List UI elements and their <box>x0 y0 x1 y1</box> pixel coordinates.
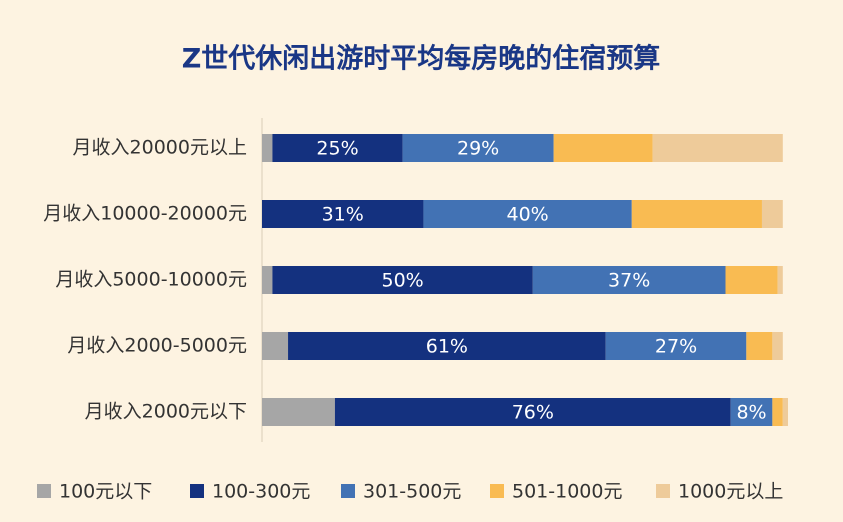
legend-label: 1000元以上 <box>678 481 783 503</box>
value-label: 40% <box>506 204 548 226</box>
bar-segment <box>772 332 783 360</box>
bar-segment <box>631 200 762 228</box>
bar-segment <box>262 266 273 294</box>
bar-segment <box>746 332 773 360</box>
bar-segment <box>605 332 747 360</box>
bar-segment <box>334 398 731 426</box>
chart-title: Z世代休闲出游时平均每房晚的住宿预算 <box>182 43 661 75</box>
y-tick-label: 月收入5000-10000元 <box>55 269 247 291</box>
bar-segment <box>272 134 403 162</box>
value-label: 8% <box>736 402 766 424</box>
value-label: 27% <box>655 336 697 358</box>
legend-label: 301-500元 <box>363 481 461 503</box>
y-tick-label: 月收入20000元以上 <box>73 137 247 159</box>
y-tick-label: 月收入10000-20000元 <box>43 203 247 225</box>
value-label: 29% <box>457 138 499 160</box>
legend-swatch <box>490 484 504 498</box>
value-label: 31% <box>322 204 364 226</box>
bar-segment <box>262 332 289 360</box>
bar-segment <box>553 134 653 162</box>
bar-segment <box>262 200 424 228</box>
value-label: 25% <box>316 138 358 160</box>
legend-swatch <box>37 484 51 498</box>
legend-swatch <box>341 484 355 498</box>
bar-segment <box>402 134 554 162</box>
bar-segment <box>730 398 773 426</box>
bar-segment <box>262 134 273 162</box>
legend-swatch <box>656 484 670 498</box>
bar-segment <box>288 332 606 360</box>
bar-segment <box>272 266 533 294</box>
bar-segment <box>532 266 726 294</box>
bar-segment <box>652 134 783 162</box>
y-tick-label: 月收入2000元以下 <box>85 401 247 423</box>
value-label: 37% <box>608 270 650 292</box>
legend-label: 100元以下 <box>59 481 152 503</box>
legend-label: 501-1000元 <box>512 481 622 503</box>
bar-segment <box>761 200 783 228</box>
bar-segment <box>782 398 788 426</box>
bar-segment <box>772 398 783 426</box>
legend-swatch <box>190 484 204 498</box>
bar-segment <box>725 266 778 294</box>
legend-label: 100-300元 <box>212 481 310 503</box>
value-label: 76% <box>512 402 554 424</box>
value-label: 50% <box>381 270 423 292</box>
bar-segment <box>777 266 783 294</box>
bar-segment <box>423 200 632 228</box>
bar-segment <box>262 398 335 426</box>
value-label: 61% <box>426 336 468 358</box>
y-tick-label: 月收入2000-5000元 <box>67 335 247 357</box>
